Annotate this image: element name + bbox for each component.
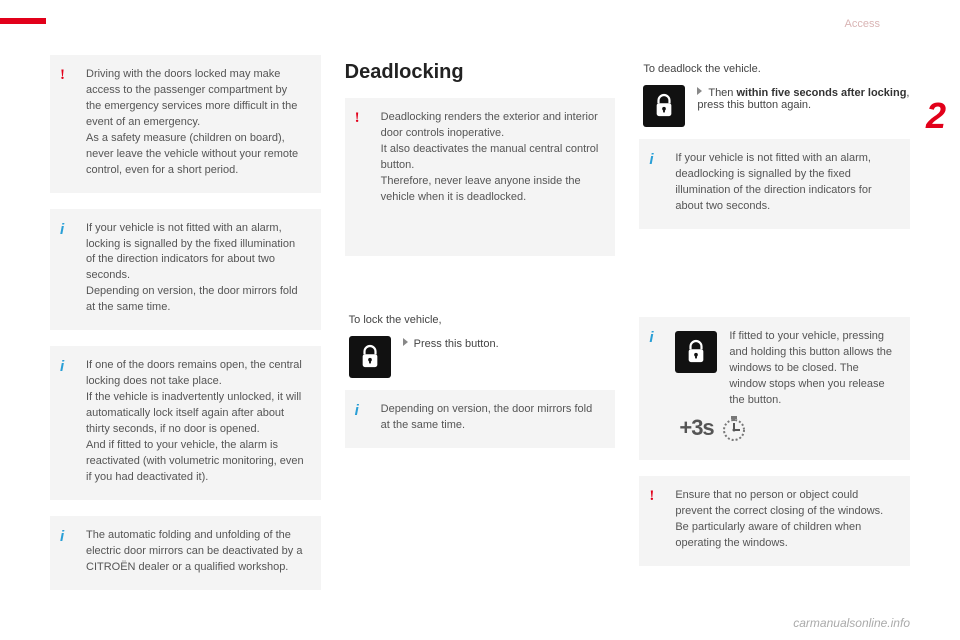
action-deadlock-press-again: Then within five seconds after locking, … <box>643 85 910 127</box>
content-columns: ! Driving with the doors locked may make… <box>50 55 910 606</box>
info-icon: i <box>60 219 64 241</box>
section-title-deadlocking: Deadlocking <box>345 61 616 84</box>
info-icon: i <box>649 327 653 349</box>
column-middle: Deadlocking ! Deadlocking renders the ex… <box>345 55 616 606</box>
page-root: Access 2 ! Driving with the doors locked… <box>0 0 960 640</box>
lock-button-icon <box>349 336 391 378</box>
info-icon: i <box>60 356 64 378</box>
info-text: If your vehicle is not fitted with an al… <box>86 222 298 314</box>
info-icon: i <box>60 526 64 548</box>
warning-text: Ensure that no person or object could pr… <box>675 489 883 549</box>
page-section-label: Access <box>845 18 880 30</box>
then-bold: within five seconds after locking <box>736 87 906 99</box>
action-text: Press this button. <box>403 336 616 350</box>
chapter-number: 2 <box>926 95 946 137</box>
info-icon: i <box>355 400 359 422</box>
action-text: Then within five seconds after locking, … <box>697 85 910 111</box>
lock-button-icon <box>675 331 717 373</box>
info-box-mirror-dealer: i The automatic folding and unfolding of… <box>50 516 321 590</box>
padlock-closed-icon <box>653 93 675 119</box>
stopwatch-icon <box>720 414 748 442</box>
info-box-locking-signal: i If your vehicle is not fitted with an … <box>50 209 321 331</box>
page-accent-bar <box>0 18 46 24</box>
action-press-lock: Press this button. <box>349 336 616 378</box>
column-left: ! Driving with the doors locked may make… <box>50 55 321 606</box>
exclamation-icon: ! <box>649 486 654 508</box>
info-text: If one of the doors remains open, the ce… <box>86 359 304 483</box>
bullet-triangle-icon <box>697 87 702 95</box>
warning-box-windows-closing: ! Ensure that no person or object could … <box>639 476 910 566</box>
info-text: If your vehicle is not fitted with an al… <box>675 152 871 212</box>
exclamation-icon: ! <box>60 65 65 87</box>
info-box-door-open: i If one of the doors remains open, the … <box>50 346 321 500</box>
info-text: Depending on version, the door mirrors f… <box>381 403 593 431</box>
info-box-mirrors-fold: i Depending on version, the door mirrors… <box>345 390 616 448</box>
info-text: If fitted to your vehicle, pressing and … <box>729 329 894 409</box>
warning-text: Deadlocking renders the exterior and int… <box>381 111 599 203</box>
padlock-closed-icon <box>685 339 707 365</box>
info-box-deadlock-signal: i If your vehicle is not fitted with an … <box>639 139 910 229</box>
warning-box-deadlocking: ! Deadlocking renders the exterior and i… <box>345 98 616 256</box>
then-prefix: Then <box>708 87 736 99</box>
warning-box-driving-locked: ! Driving with the doors locked may make… <box>50 55 321 193</box>
info-box-hold-windows: i If fitted to your vehicle, pressing an… <box>639 317 910 461</box>
lock-intro-text: To lock the vehicle, <box>349 314 616 326</box>
padlock-closed-icon <box>359 344 381 370</box>
bullet-triangle-icon <box>403 338 408 346</box>
lock-button-icon <box>643 85 685 127</box>
info-text: The automatic folding and unfolding of t… <box>86 529 302 573</box>
exclamation-icon: ! <box>355 108 360 130</box>
press-button-label: Press this button. <box>414 338 499 350</box>
info-icon: i <box>649 149 653 171</box>
warning-text: Driving with the doors locked may make a… <box>86 68 298 176</box>
hold-duration-row: +3s <box>679 412 894 444</box>
watermark-text: carmanualsonline.info <box>793 616 910 630</box>
deadlock-intro-text: To deadlock the vehicle. <box>643 63 910 75</box>
column-right: To deadlock the vehicle. Then within fiv… <box>639 55 910 606</box>
hold-duration-label: +3s <box>679 412 713 444</box>
